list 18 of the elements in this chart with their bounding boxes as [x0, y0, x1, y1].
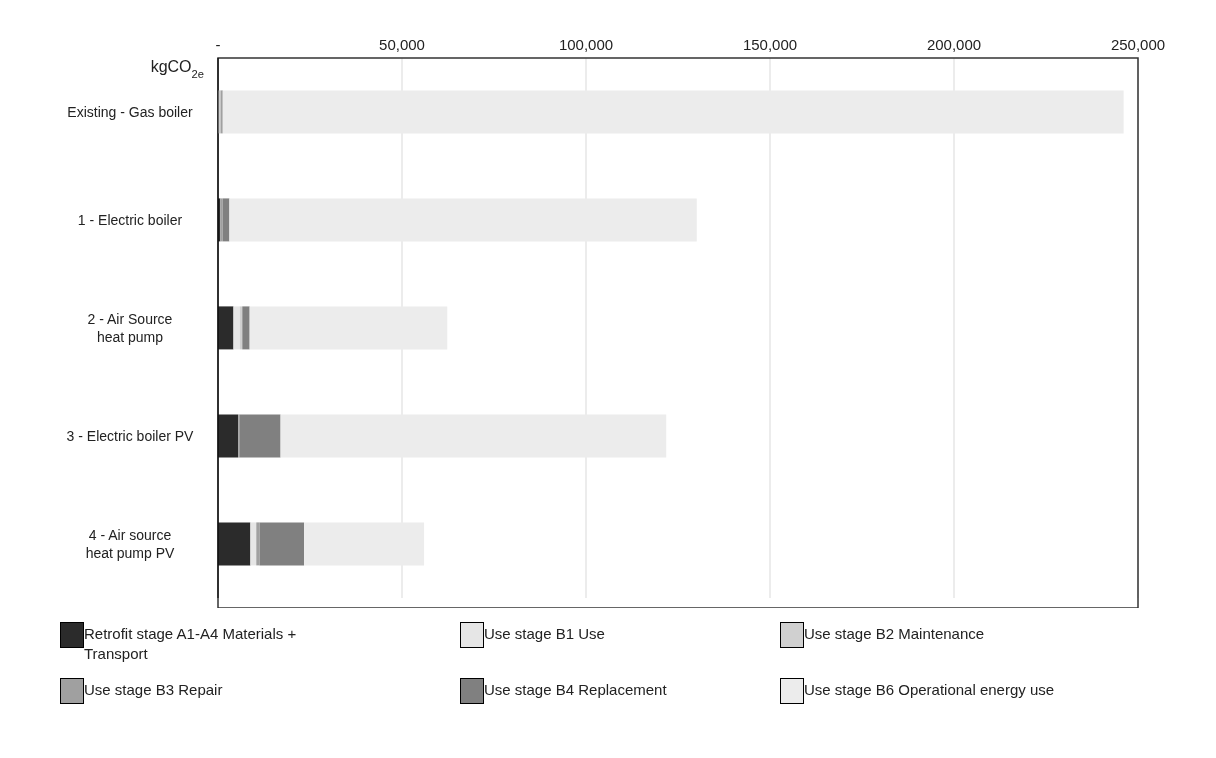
legend-label: Use stage B2 Maintenance — [804, 624, 985, 644]
y-tick-label: 2 - Air Source heat pump — [87, 311, 173, 345]
x-tick-label: - — [215, 36, 221, 53]
y-tick-label: Existing - Gas boiler — [67, 104, 193, 120]
x-tick-label: 150,000 — [742, 36, 798, 53]
legend-label: Use stage B3 Repair — [84, 680, 223, 700]
y-tick-label: 3 - Electric boiler PV — [66, 428, 195, 444]
x-tick-label: 250,000 — [1110, 36, 1166, 53]
legend-label: Retrofit stage A1-A4 Materials + Transport — [84, 624, 298, 664]
x-axis-title: kgCO$_{2e}$ — [150, 58, 204, 80]
legend-label: Use stage B4 Replacement — [484, 680, 667, 700]
legend-label: Use stage B1 Use — [484, 624, 605, 644]
x-tick-label: 50,000 — [379, 36, 425, 53]
x-tick-label: 100,000 — [558, 36, 614, 53]
legend-label: Use stage B6 Operational energy use — [804, 680, 1055, 700]
x-tick-label: 200,000 — [926, 36, 982, 53]
y-tick-label: 1 - Electric boiler — [77, 212, 183, 228]
y-tick-label: 4 - Air source heat pump PV — [85, 527, 176, 561]
